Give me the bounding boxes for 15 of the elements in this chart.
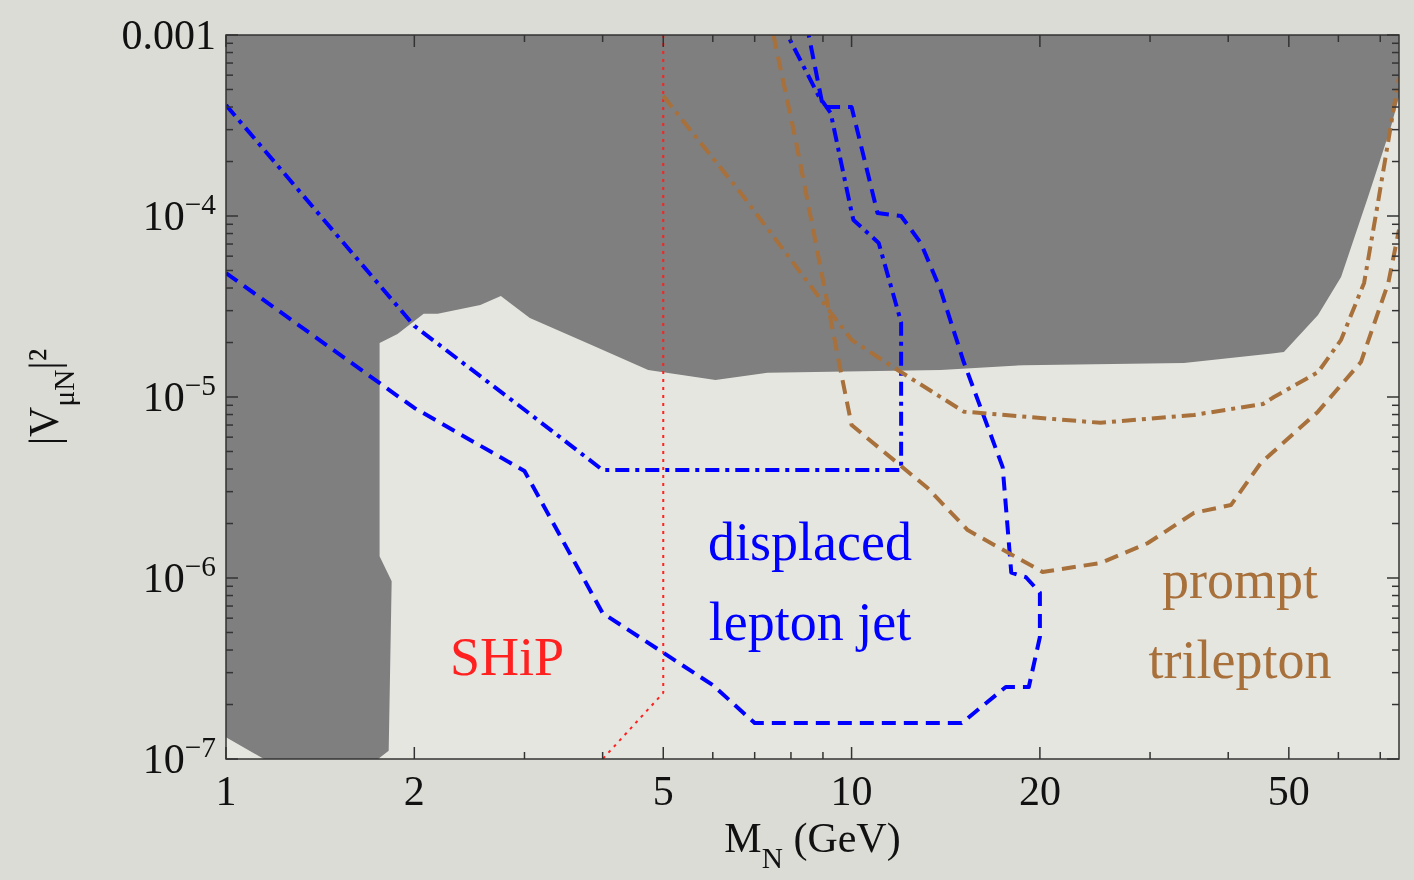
x-tick-label: 2 xyxy=(403,768,425,814)
x-tick-label: 5 xyxy=(652,768,674,814)
x-axis-title: M$_{N}$ (GeV) xyxy=(724,815,901,874)
x-tick-label: 1 xyxy=(215,768,237,814)
y-tick-label: 10$^{−4}$ xyxy=(142,188,217,239)
series-label: prompt trilepton xyxy=(1148,550,1332,690)
y-tick-label: 0.001 xyxy=(121,12,216,58)
y-tick-label: 10$^{−7}$ xyxy=(142,731,216,782)
y-tick-label: 10$^{−6}$ xyxy=(142,550,216,601)
series-label: SHiP xyxy=(449,627,565,687)
x-tick-label: 50 xyxy=(1267,768,1310,814)
series-label: displaced lepton jet xyxy=(708,512,912,652)
x-tick-label: 20 xyxy=(1018,768,1061,814)
x-tick-label: 10 xyxy=(830,768,873,814)
y-tick-label: 10$^{−5}$ xyxy=(142,369,216,420)
